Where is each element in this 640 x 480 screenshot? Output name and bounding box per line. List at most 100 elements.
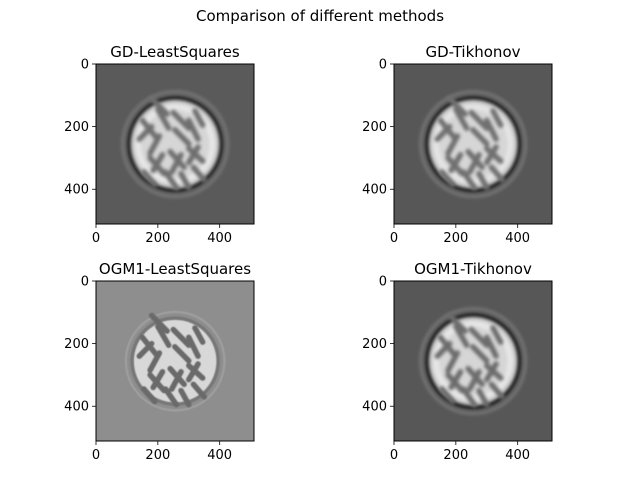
phantom-blob: [148, 95, 170, 117]
y-tick-label: 0: [379, 58, 387, 73]
y-tick-label: 400: [362, 183, 387, 198]
phantom-blob: [490, 325, 504, 345]
phantom-blob: [488, 381, 505, 400]
phantom-blob: [467, 369, 482, 392]
phantom-blob: [470, 127, 490, 147]
image-panel-0: 0 200 400 0 200 400: [64, 58, 255, 246]
phantom-blob: [445, 350, 461, 373]
phantom-blobs: [136, 95, 207, 191]
phantom-blob: [150, 369, 166, 391]
phantom-blob: [490, 108, 504, 128]
phantom-blob: [147, 133, 163, 156]
phantom-blob: [434, 340, 453, 359]
phantom-blob: [186, 144, 201, 166]
phantom-blob: [439, 169, 456, 188]
image-panel-3: 0 200 400 0 200 400: [362, 275, 553, 463]
outer-halo: [419, 90, 528, 199]
phantom-blob: [445, 133, 461, 156]
panel-title-gd-tikhonov: GD-Tikhonov: [425, 43, 521, 61]
phantom-blob: [170, 109, 192, 131]
phantom-blob: [155, 106, 172, 131]
y-tick-label: 400: [64, 400, 89, 415]
phantom-blob: [468, 326, 490, 348]
phantom-blob: [172, 127, 192, 147]
y-tick-label: 200: [64, 337, 89, 352]
panel-title-ogm1-tikhonov: OGM1-Tikhonov: [414, 260, 532, 278]
phantom-blob: [169, 369, 184, 392]
y-tick-label: 200: [64, 120, 89, 135]
y-tick-label: 400: [362, 400, 387, 415]
phantom-blob: [141, 169, 158, 188]
phantom-blobs: [434, 95, 505, 191]
phantom-blob: [476, 387, 490, 408]
phantom-blob: [186, 361, 201, 383]
phantom-blobs: [434, 312, 505, 408]
phantom-blob: [453, 323, 470, 348]
phantom-blob: [488, 164, 505, 183]
phantom-blob: [439, 386, 456, 405]
phantom-blob: [484, 144, 499, 166]
axes-frame: [393, 63, 553, 225]
phantom-blob: [136, 340, 155, 359]
phantom-blob: [448, 369, 464, 391]
panel-title-ogm1-leastsquares: OGM1-LeastSquares: [98, 260, 252, 278]
x-tick-label: 200: [443, 448, 468, 463]
phantom-blob: [470, 344, 490, 364]
x-tick-label: 0: [92, 231, 100, 246]
phantom-blob: [446, 312, 468, 334]
phantom-blob: [192, 108, 206, 128]
phantom-blob: [178, 387, 192, 408]
phantom-blob: [148, 312, 170, 334]
image-panel-2: 0 200 400 0 200 400: [64, 275, 255, 463]
y-tick-label: 0: [81, 275, 89, 290]
phantom-blob: [484, 117, 499, 142]
y-tick-label: 0: [379, 275, 387, 290]
panel-title-gd-leastsquares: GD-LeastSquares: [110, 43, 240, 61]
phantom-blob: [460, 169, 478, 191]
phantom-blob: [141, 386, 158, 405]
phantom-blob: [162, 169, 180, 191]
phantom-blob: [448, 152, 464, 174]
y-tick-label: 400: [64, 183, 89, 198]
x-tick-label: 0: [390, 231, 398, 246]
x-tick-label: 200: [145, 448, 170, 463]
outer-halo: [121, 90, 230, 199]
phantom-blob: [186, 117, 201, 142]
y-tick-label: 0: [81, 58, 89, 73]
phantom-blob: [460, 386, 478, 408]
phantom-blob: [434, 123, 453, 142]
phantom-blob: [170, 326, 192, 348]
phantom-blob: [150, 152, 166, 174]
phantom-blobs: [136, 312, 207, 408]
axes-frame: [95, 63, 255, 225]
x-tick-label: 400: [207, 448, 232, 463]
phantom-blob: [446, 95, 468, 117]
phantom-blob: [162, 386, 180, 408]
image-content: [394, 281, 552, 441]
phantom-blob: [190, 164, 207, 183]
y-tick-label: 200: [362, 337, 387, 352]
phantom-blob: [147, 350, 163, 373]
phantom-blob: [186, 334, 201, 359]
y-tick-label: 200: [362, 120, 387, 135]
x-tick-label: 0: [92, 448, 100, 463]
axes-frame: [95, 280, 255, 442]
phantom-blob: [178, 170, 192, 191]
x-tick-label: 200: [443, 231, 468, 246]
outer-halo: [124, 310, 226, 412]
x-tick-label: 0: [390, 448, 398, 463]
phantom-blob: [484, 361, 499, 383]
image-panel-1: 0 200 400 0 200 400: [362, 58, 553, 246]
image-content: [394, 64, 552, 224]
phantom-blob: [467, 152, 482, 175]
phantom-blob: [190, 381, 207, 400]
phantom-blob: [476, 170, 490, 191]
phantom-blob: [169, 152, 184, 175]
x-tick-label: 400: [207, 231, 232, 246]
phantom-blob: [453, 106, 470, 131]
image-content: [96, 281, 254, 441]
phantom-blob: [484, 334, 499, 359]
phantom-blob: [172, 344, 192, 364]
